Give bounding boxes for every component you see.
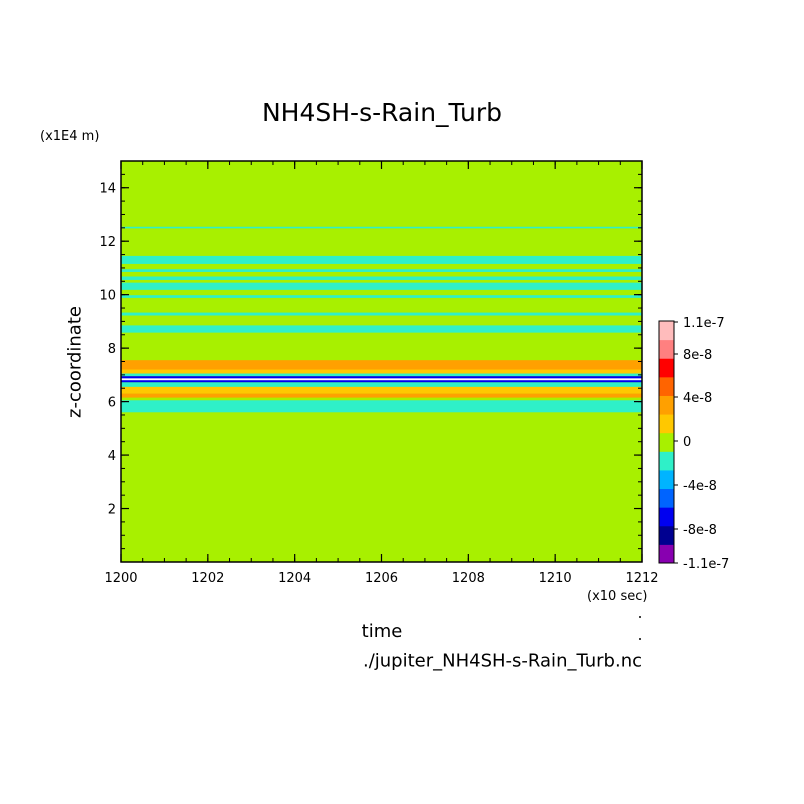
colorbar-label: -4e-8 [683, 479, 717, 494]
x-tick-label: 1202 [191, 571, 224, 586]
heatmap-band [121, 386, 642, 394]
x-tick-label: 1208 [452, 571, 485, 586]
colorbar-segment [659, 395, 674, 415]
y-tick-label: 8 [108, 342, 116, 357]
x-tick-label: 1210 [539, 571, 572, 586]
colorbar-segment [659, 469, 674, 490]
x-axis-label: time [361, 621, 403, 642]
colorbar-segment [659, 414, 674, 434]
y-tick-label: 14 [99, 182, 116, 197]
x-tick-label: 1200 [104, 571, 137, 586]
plot-axes: 1200 1202 1204 1206 1208 1210 1212 2 4 6 8 10 12 14 [99, 160, 659, 640]
colorbar-label: -8e-8 [683, 523, 717, 538]
colorbar-label: 0 [683, 435, 691, 450]
y-tick-label: 12 [99, 235, 116, 250]
y-axis-unit: (x1E4 m) [40, 129, 100, 144]
colorbar: 1.1e-7 8e-8 4e-8 0 -4e-8 -8e-8 -1.1e-7 [658, 316, 729, 572]
colorbar-label: 1.1e-7 [683, 316, 725, 331]
heatmap-band [121, 282, 642, 290]
colorbar-segment [659, 451, 674, 471]
heatmap-band [121, 382, 642, 387]
heatmap-band [121, 312, 642, 316]
y-tick-label: 10 [99, 289, 116, 304]
heatmap-band [121, 378, 642, 381]
heatmap-band [121, 393, 642, 398]
heatmap-band [121, 255, 642, 264]
y-tick-label: 4 [108, 449, 116, 464]
heatmap-band [121, 226, 642, 229]
x-tick-label: 1206 [365, 571, 398, 586]
colorbar-segment [659, 488, 674, 508]
colorbar-label: 8e-8 [683, 348, 712, 363]
heatmap-band [121, 295, 642, 298]
colorbar-segment [659, 432, 674, 452]
x-tick-label: 1204 [278, 571, 311, 586]
heatmap-band [121, 369, 642, 374]
colorbar-segment [659, 507, 674, 527]
colorbar-segment [659, 376, 674, 396]
colorbar-segment [659, 321, 674, 341]
y-tick-label: 2 [108, 503, 116, 518]
y-tick-label: 6 [108, 396, 116, 411]
colorbar-label: -1.1e-7 [683, 557, 729, 572]
heatmap-band [121, 325, 642, 333]
colorbar-segment [659, 525, 674, 545]
chart-title: NH4SH-s-Rain_Turb [261, 98, 503, 127]
colorbar-segment [659, 339, 674, 359]
heatmap-band [121, 373, 642, 377]
x-axis-unit: (x10 sec) [587, 589, 648, 604]
plot-area [121, 161, 642, 562]
heatmap-band [121, 400, 642, 413]
colorbar-frame [658, 320, 675, 564]
heatmap-band [121, 276, 642, 280]
colorbar-label: 4e-8 [683, 391, 712, 406]
source-file-label: ./jupiter_NH4SH-s-Rain_Turb.nc [362, 650, 642, 672]
colorbar-segment [659, 544, 674, 564]
heatmap-band [121, 360, 642, 370]
x-tick-label: 1212 [625, 571, 658, 586]
colorbar-segment [659, 358, 674, 378]
heatmap-band [121, 269, 642, 272]
